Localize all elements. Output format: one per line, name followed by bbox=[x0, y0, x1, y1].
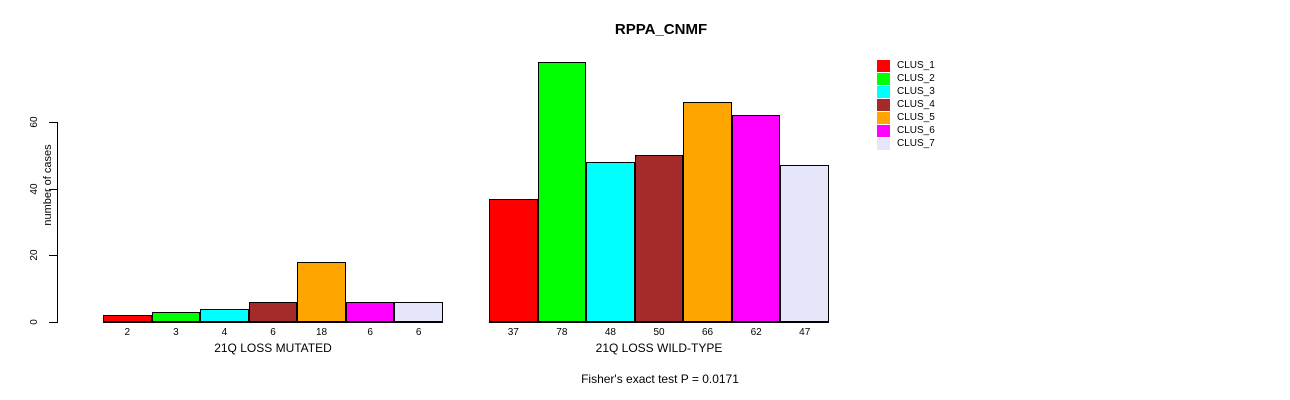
legend-swatch bbox=[877, 112, 890, 124]
legend-swatch bbox=[877, 99, 890, 111]
bar-value-label: 3 bbox=[173, 327, 179, 338]
legend-label: CLUS_2 bbox=[897, 73, 935, 84]
legend-label: CLUS_1 bbox=[897, 60, 935, 71]
y-axis-label: number of cases bbox=[42, 144, 54, 226]
chart-title: RPPA_CNMF bbox=[614, 21, 708, 38]
bar-clus_7-wild-type bbox=[780, 165, 829, 322]
bar-clus_4-wild-type bbox=[634, 155, 684, 322]
bar-value-label: 2 bbox=[124, 327, 131, 338]
bar-value-label: 6 bbox=[367, 327, 373, 338]
bar-value-label: 78 bbox=[556, 327, 568, 338]
legend-label: CLUS_5 bbox=[897, 112, 935, 123]
bar-value-label: 66 bbox=[702, 327, 714, 338]
bar-value-label: 4 bbox=[221, 327, 228, 338]
legend-swatch bbox=[877, 73, 890, 85]
legend-swatch bbox=[877, 138, 890, 150]
x-axis-baseline bbox=[489, 322, 829, 323]
bar-clus_6-mutated bbox=[345, 302, 395, 322]
bar-clus_5-mutated bbox=[297, 262, 346, 322]
group-label: 21Q LOSS MUTATED bbox=[214, 341, 332, 355]
bar-clus_2-mutated bbox=[151, 312, 201, 322]
bar-clus_1-mutated bbox=[103, 315, 152, 322]
y-tick bbox=[49, 255, 57, 257]
footer-annotation: Fisher's exact test P = 0.0171 bbox=[581, 372, 739, 386]
bar-clus_3-mutated bbox=[200, 308, 249, 322]
legend-label: CLUS_3 bbox=[897, 86, 935, 97]
bar-clus_7-mutated bbox=[394, 302, 443, 322]
group-label: 21Q LOSS WILD-TYPE bbox=[595, 341, 723, 355]
bar-clus_1-wild-type bbox=[489, 198, 538, 322]
bar-value-label: 6 bbox=[270, 327, 276, 338]
y-tick-label: 40 bbox=[29, 183, 40, 195]
y-tick-label: 0 bbox=[29, 319, 40, 325]
bar-clus_6-wild-type bbox=[731, 115, 781, 322]
bar-value-label: 6 bbox=[415, 327, 422, 338]
y-tick bbox=[49, 322, 57, 323]
bar-value-label: 37 bbox=[507, 327, 519, 338]
y-tick-label: 20 bbox=[29, 249, 40, 261]
bar-value-label: 50 bbox=[653, 327, 665, 338]
legend-swatch bbox=[877, 86, 890, 98]
legend-swatch bbox=[877, 60, 890, 72]
y-tick-label: 60 bbox=[29, 116, 40, 128]
legend-label: CLUS_7 bbox=[897, 138, 935, 149]
bar-clus_4-mutated bbox=[248, 302, 298, 322]
bar-clus_2-wild-type bbox=[537, 62, 587, 322]
legend-swatch bbox=[877, 125, 890, 137]
bar-value-label: 47 bbox=[799, 327, 811, 338]
legend-label: CLUS_4 bbox=[897, 99, 935, 110]
bar-clus_5-wild-type bbox=[683, 102, 732, 322]
bar-value-label: 62 bbox=[750, 327, 762, 338]
y-tick bbox=[49, 188, 57, 190]
bar-value-label: 48 bbox=[604, 327, 616, 338]
y-tick bbox=[49, 122, 57, 123]
y-axis bbox=[57, 122, 58, 323]
legend-label: CLUS_6 bbox=[897, 125, 935, 136]
bar-value-label: 18 bbox=[316, 327, 328, 338]
x-axis-baseline bbox=[103, 322, 443, 323]
bar-clus_3-wild-type bbox=[586, 162, 635, 322]
